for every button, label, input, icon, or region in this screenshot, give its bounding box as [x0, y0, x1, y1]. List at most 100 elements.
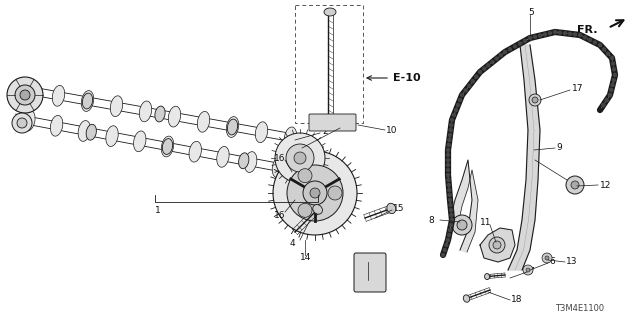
Ellipse shape — [86, 124, 97, 140]
Circle shape — [538, 34, 541, 37]
Text: 10: 10 — [386, 125, 397, 134]
Circle shape — [548, 32, 552, 35]
Text: 8: 8 — [428, 215, 434, 225]
Circle shape — [611, 62, 614, 65]
Text: 7: 7 — [528, 268, 534, 276]
Circle shape — [579, 34, 582, 36]
Ellipse shape — [155, 106, 165, 122]
Circle shape — [457, 220, 467, 230]
Ellipse shape — [313, 204, 323, 214]
Circle shape — [513, 45, 516, 48]
Circle shape — [611, 84, 614, 86]
Circle shape — [493, 241, 501, 249]
Circle shape — [489, 237, 505, 253]
Circle shape — [554, 30, 557, 34]
Circle shape — [559, 31, 561, 34]
Circle shape — [458, 99, 461, 101]
Circle shape — [602, 103, 605, 107]
Circle shape — [7, 77, 43, 113]
Text: E-10: E-10 — [393, 73, 420, 83]
Text: 16: 16 — [274, 154, 285, 163]
Polygon shape — [480, 228, 515, 262]
Ellipse shape — [387, 203, 396, 213]
Circle shape — [20, 90, 30, 100]
Circle shape — [532, 97, 538, 103]
Circle shape — [310, 188, 320, 198]
Circle shape — [294, 152, 306, 164]
Circle shape — [448, 194, 451, 196]
Ellipse shape — [284, 127, 297, 148]
Circle shape — [447, 148, 449, 151]
Circle shape — [15, 85, 35, 105]
Circle shape — [593, 41, 596, 44]
Circle shape — [447, 183, 451, 187]
Circle shape — [328, 186, 342, 200]
Circle shape — [612, 68, 616, 71]
Circle shape — [447, 143, 450, 147]
Circle shape — [449, 209, 452, 212]
Circle shape — [303, 181, 327, 205]
Circle shape — [447, 164, 449, 166]
Ellipse shape — [189, 141, 202, 162]
Ellipse shape — [463, 295, 470, 302]
Circle shape — [523, 265, 533, 275]
Text: 5: 5 — [528, 7, 534, 17]
Ellipse shape — [106, 126, 118, 147]
Text: 17: 17 — [572, 84, 584, 92]
Text: 3: 3 — [342, 122, 348, 131]
Text: 18: 18 — [511, 295, 522, 305]
Circle shape — [452, 215, 472, 235]
Circle shape — [568, 32, 572, 35]
Circle shape — [275, 133, 325, 183]
Circle shape — [611, 57, 614, 60]
Circle shape — [447, 169, 449, 172]
Circle shape — [449, 129, 452, 132]
Ellipse shape — [163, 139, 173, 155]
Text: 15: 15 — [393, 204, 404, 212]
Text: 14: 14 — [300, 253, 312, 262]
Ellipse shape — [52, 85, 65, 106]
Circle shape — [563, 32, 566, 35]
Circle shape — [447, 173, 449, 177]
Circle shape — [445, 244, 448, 246]
Circle shape — [286, 144, 314, 172]
Text: 6: 6 — [549, 257, 555, 266]
Ellipse shape — [227, 119, 237, 135]
Circle shape — [450, 213, 453, 217]
Circle shape — [17, 118, 27, 128]
Text: 16: 16 — [274, 211, 285, 220]
Circle shape — [610, 89, 612, 92]
Circle shape — [504, 51, 506, 53]
Circle shape — [298, 169, 312, 183]
Circle shape — [454, 108, 458, 111]
Circle shape — [449, 223, 452, 227]
Circle shape — [12, 113, 32, 133]
Ellipse shape — [81, 91, 93, 111]
Polygon shape — [508, 45, 540, 270]
Circle shape — [487, 64, 490, 67]
Circle shape — [442, 253, 445, 257]
Circle shape — [602, 48, 605, 51]
Circle shape — [468, 84, 470, 87]
Ellipse shape — [272, 157, 285, 178]
Ellipse shape — [197, 111, 210, 132]
Circle shape — [449, 228, 451, 231]
Circle shape — [443, 249, 446, 252]
Circle shape — [448, 188, 451, 191]
Circle shape — [612, 78, 615, 82]
Circle shape — [449, 204, 452, 206]
Circle shape — [524, 39, 527, 42]
Ellipse shape — [227, 116, 239, 137]
Text: 12: 12 — [600, 180, 611, 189]
Circle shape — [475, 75, 478, 78]
Text: 11: 11 — [480, 218, 492, 227]
Circle shape — [287, 165, 343, 221]
Ellipse shape — [110, 96, 123, 116]
Circle shape — [495, 57, 498, 60]
Text: FR.: FR. — [577, 25, 598, 35]
Ellipse shape — [140, 101, 152, 122]
Circle shape — [491, 60, 494, 63]
Circle shape — [451, 118, 454, 122]
Circle shape — [449, 133, 451, 137]
Circle shape — [573, 33, 577, 36]
